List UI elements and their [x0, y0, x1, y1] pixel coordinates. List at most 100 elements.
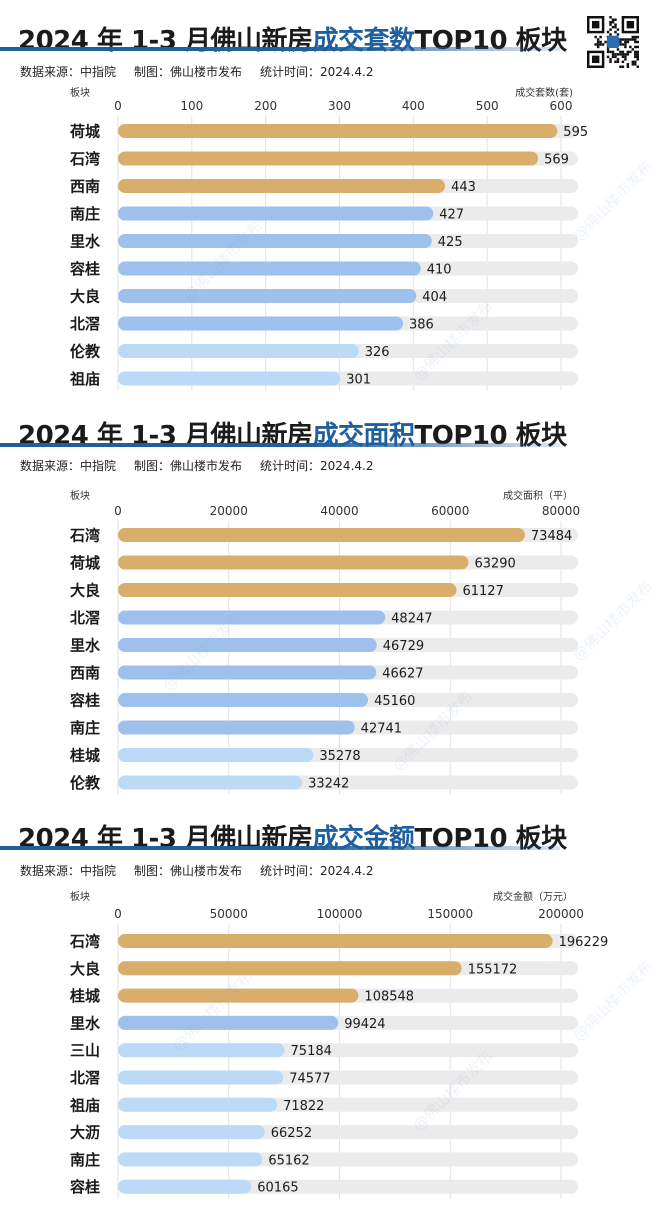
category-label: 南庄: [70, 1151, 100, 1169]
data-label: 326: [365, 345, 390, 360]
bar: [118, 124, 558, 138]
tick-label: 200: [254, 99, 277, 113]
data-label: 108548: [364, 990, 414, 1005]
category-label: 北滘: [70, 315, 100, 333]
bar: [118, 234, 432, 248]
tick-label: 400: [402, 99, 425, 113]
bar: [118, 344, 359, 358]
value-axis-label: 成交套数(套): [515, 86, 573, 99]
data-label: 196229: [559, 935, 609, 950]
meta-row: 数据来源：中指院 制图：佛山楼市发布 统计时间：2024.4.2: [20, 457, 391, 474]
title-underline: [0, 846, 560, 850]
category-label: 大良: [70, 960, 100, 978]
tick-label: 40000: [320, 504, 358, 518]
data-label: 63290: [474, 557, 515, 572]
title-highlight: 成交套数: [312, 26, 416, 56]
bar: [118, 665, 377, 680]
chart-area: 0 20000 40000 60000 80000 板块 成交面积（平） 石湾 73484 荷城 6…: [0, 485, 660, 795]
section-area: 2024 年 1-3 月佛山新房成交面积TOP10 板块 数据来源：中指院 制图：…: [0, 405, 660, 805]
tick-label: 100000: [317, 907, 363, 921]
category-label: 桂城: [69, 747, 100, 765]
qr-code-icon: [587, 16, 639, 68]
data-label: 61127: [462, 584, 503, 599]
bar: [118, 1152, 263, 1167]
data-label: 33242: [308, 777, 349, 792]
bar: [118, 988, 359, 1003]
bar: [118, 775, 303, 790]
category-label: 大良: [70, 288, 100, 306]
category-label: 里水: [70, 233, 101, 251]
category-label: 大沥: [70, 1124, 100, 1142]
category-label: 北滘: [70, 1069, 100, 1087]
bar: [118, 289, 417, 303]
category-label: 北滘: [70, 609, 100, 627]
stat-time: 统计时间：2024.4.2: [260, 65, 374, 79]
bar: [118, 316, 403, 331]
category-label: 石湾: [69, 527, 100, 545]
bar: [118, 1015, 339, 1030]
bar: [118, 261, 421, 276]
meta-row: 数据来源：中指院 制图：佛山楼市发布 统计时间：2024.4.2: [20, 63, 391, 80]
data-label: 569: [544, 153, 569, 168]
value-axis-label: 成交金额（万元）: [493, 890, 573, 903]
data-label: 73484: [531, 529, 572, 544]
tick-label: 50000: [210, 907, 248, 921]
data-source: 数据来源：中指院: [20, 864, 117, 878]
bar: [118, 1043, 285, 1058]
bar: [118, 1070, 284, 1085]
data-label: 65162: [268, 1153, 309, 1168]
data-label: 443: [451, 180, 476, 195]
bar-chart-units: 0 100 200 300 400 500 600 板块 成交套数(套) 荷城 595 石湾 569 西南…: [69, 86, 588, 391]
category-label: 石湾: [69, 933, 100, 951]
category-label: 桂城: [69, 987, 100, 1005]
category-label: 荷城: [70, 123, 100, 141]
data-label: 386: [409, 318, 434, 333]
category-axis-label: 板块: [70, 890, 90, 903]
title-underline: [0, 443, 560, 447]
data-label: 404: [422, 290, 447, 305]
tick-label: 0: [114, 907, 122, 921]
section-title: 2024 年 1-3 月佛山新房成交金额TOP10 板块: [18, 818, 567, 858]
data-label: 155172: [468, 962, 518, 977]
tick-label: 0: [114, 504, 122, 518]
title-underline: [0, 47, 560, 51]
made-by: 制图：佛山楼市发布: [134, 65, 243, 79]
data-label: 595: [563, 125, 588, 140]
data-source: 数据来源：中指院: [20, 65, 117, 79]
category-label: 南庄: [70, 205, 100, 223]
data-label: 75184: [291, 1044, 332, 1059]
bar-chart-amount: 0 50000 100000 150000 200000 板块 成交金额（万元） 石湾 1962…: [69, 890, 609, 1199]
tick-label: 0: [114, 99, 122, 113]
category-label: 伦教: [70, 774, 101, 792]
data-label: 42741: [361, 722, 402, 737]
category-label: 祖庙: [69, 1096, 100, 1114]
tick-label: 500: [476, 99, 499, 113]
bar: [118, 610, 386, 625]
bar: [118, 934, 553, 948]
title-text: 2024 年 1-3 月佛山新房: [18, 26, 313, 56]
bar: [118, 1179, 252, 1194]
bar: [118, 961, 462, 976]
section-title: 2024 年 1-3 月佛山新房成交套数TOP10 板块: [18, 20, 567, 60]
bar: [118, 720, 355, 735]
category-label: 三山: [70, 1042, 100, 1060]
data-label: 46729: [383, 639, 424, 654]
category-label: 伦教: [70, 343, 101, 361]
category-label: 西南: [70, 178, 100, 196]
tick-label: 60000: [431, 504, 469, 518]
bar: [118, 206, 434, 221]
made-by: 制图：佛山楼市发布: [134, 864, 243, 878]
section-title: 2024 年 1-3 月佛山新房成交面积TOP10 板块: [18, 415, 567, 455]
made-by: 制图：佛山楼市发布: [134, 459, 243, 473]
tick-label: 100: [180, 99, 203, 113]
bar: [118, 748, 314, 762]
bar: [118, 528, 525, 542]
data-label: 74577: [289, 1072, 330, 1087]
data-label: 427: [439, 208, 464, 223]
category-label: 南庄: [70, 719, 100, 737]
section-amount: 2024 年 1-3 月佛山新房成交金额TOP10 板块 数据来源：中指院 制图：…: [0, 808, 660, 1226]
category-label: 祖庙: [69, 370, 100, 388]
data-label: 66252: [271, 1126, 312, 1141]
chart-units: 0 100 200 300 400 500 600 板块 成交套数(套) 荷城 595 石湾 569 西南…: [0, 84, 660, 394]
tick-label: 20000: [210, 504, 248, 518]
